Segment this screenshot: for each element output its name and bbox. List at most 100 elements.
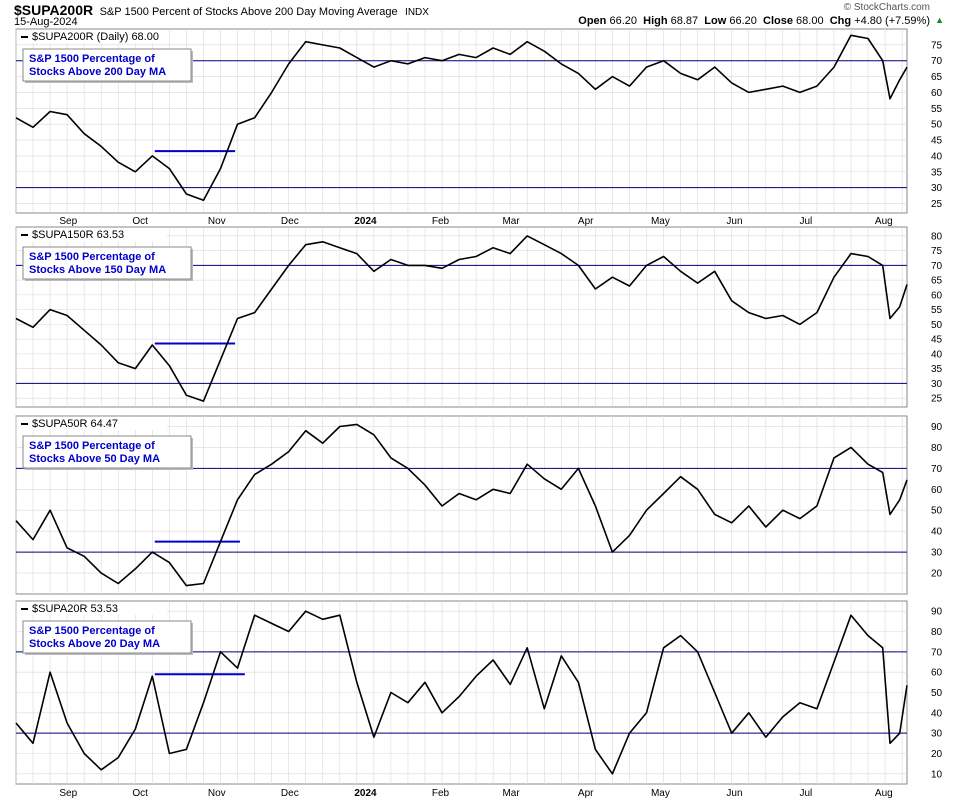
series-line[interactable] <box>15 610 908 775</box>
panel-title: $SUPA50R 64.47 <box>32 418 118 430</box>
y-tick-label: 25 <box>931 394 943 405</box>
close-label: Close <box>763 15 793 27</box>
y-tick-label: 20 <box>931 749 943 760</box>
panel-title-bg <box>17 228 167 241</box>
chg-value: +4.80 (+7.59%) <box>854 15 930 27</box>
y-tick-label: 65 <box>931 276 943 287</box>
x-tick-label: Apr <box>578 788 594 799</box>
chg-label: Chg <box>829 15 852 27</box>
symbol: $SUPA200R <box>14 2 94 18</box>
x-tick-label: 2024 <box>354 788 377 799</box>
panel-title-bg <box>17 417 167 430</box>
x-tick-label: Feb <box>432 216 450 227</box>
x-tick-label: Dec <box>281 788 299 799</box>
x-tick-label: Oct <box>132 216 148 227</box>
y-tick-label: 55 <box>931 104 943 115</box>
x-tick-label: Feb <box>432 788 450 799</box>
x-tick-label: Jun <box>726 216 742 227</box>
y-tick-label: 60 <box>931 290 943 301</box>
y-tick-label: 50 <box>931 120 943 131</box>
y-tick-label: 70 <box>931 56 943 67</box>
y-tick-label: 40 <box>931 527 943 538</box>
high-label: High <box>643 15 668 27</box>
y-tick-label: 10 <box>931 769 943 780</box>
y-tick-label: 75 <box>931 40 943 51</box>
x-tick-label: May <box>651 216 670 227</box>
annotation-text: S&P 1500 Percentage of <box>29 625 155 637</box>
series-line[interactable] <box>15 423 908 587</box>
annotation-box <box>22 48 192 82</box>
panel-title: $SUPA200R (Daily) 68.00 <box>32 31 159 43</box>
annotation-text: Stocks Above 150 Day MA <box>29 264 166 276</box>
y-tick-label: 90 <box>931 607 943 618</box>
y-tick-label: 75 <box>931 246 943 257</box>
y-tick-label: 45 <box>931 136 943 147</box>
y-tick-label: 30 <box>931 729 943 740</box>
y-tick-label: 65 <box>931 72 943 83</box>
chart-date: 15-Aug-2024 <box>14 16 78 28</box>
low-label: Low <box>704 15 727 27</box>
open-label: Open <box>578 15 607 27</box>
exchange: INDX <box>405 7 429 18</box>
brand: © StockCharts.com <box>844 2 930 13</box>
x-tick-label: Nov <box>208 788 226 799</box>
y-tick-label: 30 <box>931 548 943 559</box>
x-tick-label: Sep <box>59 788 77 799</box>
annotation-text: S&P 1500 Percentage of <box>29 53 155 65</box>
annotation-text: Stocks Above 50 Day MA <box>29 453 160 465</box>
y-tick-label: 90 <box>931 422 943 433</box>
x-tick-label: Nov <box>208 216 226 227</box>
open-value: 66.20 <box>609 15 637 27</box>
y-tick-label: 40 <box>931 349 943 360</box>
series-line[interactable] <box>15 235 908 402</box>
symbol-description: S&P 1500 Percent of Stocks Above 200 Day… <box>99 6 398 18</box>
y-tick-label: 70 <box>931 261 943 272</box>
y-tick-label: 25 <box>931 199 943 210</box>
brand-label: © StockCharts.com <box>843 2 930 13</box>
x-tick-label: Aug <box>875 788 893 799</box>
y-tick-label: 50 <box>931 688 943 699</box>
x-tick-label: Apr <box>578 216 594 227</box>
y-tick-label: 35 <box>931 167 943 178</box>
y-tick-label: 80 <box>931 627 943 638</box>
y-tick-label: 70 <box>931 464 943 475</box>
y-tick-label: 40 <box>931 708 943 719</box>
chart-header: $SUPA200R S&P 1500 Percent of Stocks Abo… <box>0 0 960 30</box>
header-title-row: $SUPA200R S&P 1500 Percent of Stocks Abo… <box>14 2 429 20</box>
panel-title-bg <box>17 602 167 615</box>
y-tick-label: 20 <box>931 569 943 580</box>
y-tick-label: 40 <box>931 151 943 162</box>
x-tick-label: May <box>651 788 670 799</box>
x-tick-label: Jul <box>799 216 812 227</box>
annotation-text: Stocks Above 200 Day MA <box>29 66 166 78</box>
up-arrow-icon: ▲ <box>935 15 944 25</box>
x-tick-label: Aug <box>875 216 893 227</box>
y-tick-label: 50 <box>931 320 943 331</box>
x-tick-label: Sep <box>59 216 77 227</box>
panel-title: $SUPA150R 63.53 <box>32 229 124 241</box>
series-line[interactable] <box>15 34 908 202</box>
annotation-text: S&P 1500 Percentage of <box>29 440 155 452</box>
x-tick-label: Mar <box>502 216 520 227</box>
y-tick-label: 45 <box>931 335 943 346</box>
annotation-box <box>22 435 192 469</box>
x-tick-label: 2024 <box>354 216 377 227</box>
annotation-box <box>22 246 192 280</box>
x-tick-label: Mar <box>502 788 520 799</box>
close-value: 68.00 <box>796 15 824 27</box>
annotation-box <box>22 620 192 654</box>
panel-title: $SUPA20R 53.53 <box>32 603 118 615</box>
y-tick-label: 60 <box>931 88 943 99</box>
y-tick-label: 60 <box>931 668 943 679</box>
y-tick-label: 30 <box>931 379 943 390</box>
y-tick-label: 50 <box>931 506 943 517</box>
x-tick-label: Jun <box>726 788 742 799</box>
y-tick-label: 70 <box>931 647 943 658</box>
y-tick-label: 30 <box>931 183 943 194</box>
y-tick-label: 35 <box>931 364 943 375</box>
high-value: 68.87 <box>670 15 699 27</box>
x-tick-label: Jul <box>799 788 812 799</box>
annotation-text: Stocks Above 20 Day MA <box>29 638 160 650</box>
panel-title-bg <box>17 30 167 43</box>
